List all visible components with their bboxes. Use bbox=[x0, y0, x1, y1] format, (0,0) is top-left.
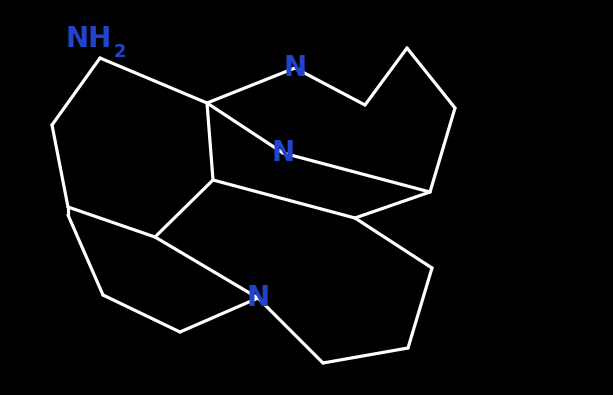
Text: N: N bbox=[283, 54, 306, 82]
Text: N: N bbox=[272, 139, 295, 167]
Text: 2: 2 bbox=[114, 43, 126, 61]
Text: N: N bbox=[246, 284, 270, 312]
Text: NH: NH bbox=[66, 25, 112, 53]
